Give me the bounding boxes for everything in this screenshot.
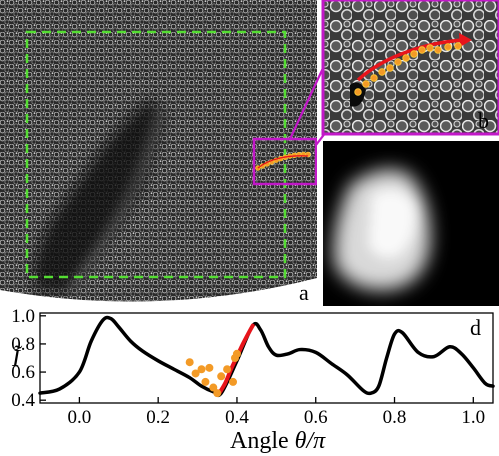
- velocity-arrow-head: [459, 33, 472, 47]
- scatter-point: [197, 365, 206, 374]
- intensity-curve-line: [38, 315, 495, 398]
- scatter-point: [209, 383, 218, 392]
- track-arrow: [257, 155, 309, 169]
- panel-c-label: c: [478, 280, 488, 305]
- track-dot: [454, 42, 462, 50]
- panel-a-label: a: [299, 280, 309, 305]
- panel-a: [0, 0, 317, 306]
- scatter-point: [232, 349, 241, 358]
- dark-crack-region: [33, 100, 166, 292]
- glow-core: [368, 189, 416, 259]
- x-axis-title: Angle θ/π: [230, 428, 326, 454]
- y-tick-label: 0.6: [11, 362, 35, 383]
- track-dot: [402, 54, 410, 62]
- plot-frame: [39, 312, 494, 404]
- panel-d-chart: 0.0 0.2 0.4 0.6 0.8 1.00.40.60.81.0 Ĩ Angle θ…: [11, 306, 495, 454]
- scatter-point: [217, 372, 226, 381]
- scatter-points: [185, 349, 241, 398]
- track-dot: [370, 74, 378, 82]
- track-dot: [378, 68, 386, 76]
- track-dot: [426, 44, 434, 52]
- scatter-point: [191, 369, 200, 378]
- connector-line-top: [289, 65, 325, 140]
- panel-b-frame: [321, 0, 499, 136]
- y-tick-label: 0.4: [11, 390, 35, 411]
- scatter-point: [223, 365, 232, 374]
- track-dot: [394, 58, 402, 66]
- track-dot: [386, 64, 394, 72]
- panel-c: [323, 141, 499, 306]
- tracked-bubble-path-a: [255, 151, 311, 171]
- inset-region-box: [252, 137, 317, 186]
- x-tick-label: 0.4: [225, 407, 249, 428]
- dashed-region-box: [25, 30, 287, 279]
- track-dot: [362, 80, 370, 88]
- x-axis-title-text: Angle: [230, 428, 295, 454]
- track-dot: [434, 46, 442, 54]
- tracked-bubble-path-b: [354, 42, 462, 96]
- scatter-point: [201, 377, 210, 386]
- y-tick-label: 1.0: [11, 306, 35, 327]
- panel-b-label: b: [478, 108, 489, 133]
- x-axis-title-symbol: θ/π: [295, 428, 326, 454]
- scatter-point: [205, 363, 214, 372]
- track-dot: [354, 88, 362, 96]
- chart-series: [38, 315, 495, 398]
- y-tick-label: 0.8: [11, 334, 35, 355]
- track-dot: [444, 43, 452, 51]
- scatter-point: [229, 377, 238, 386]
- x-tick-label: 0.8: [383, 407, 407, 428]
- panel-d-label: d: [470, 315, 481, 340]
- scatter-point: [185, 358, 194, 367]
- panel-b: [323, 0, 499, 134]
- panel-b-image: [323, 0, 499, 134]
- x-tick-label: 0.0: [68, 407, 92, 428]
- x-tick-label: 1.0: [461, 407, 485, 428]
- x-tick-label: 0.6: [304, 407, 328, 428]
- axis-ticks: 0.0 0.2 0.4 0.6 0.8 1.0 0.4 0.6 0.8 1.0: [11, 306, 485, 428]
- bright-edge: [67, 109, 163, 294]
- white-arc-bottom: [0, 278, 317, 306]
- velocity-arrow: [356, 38, 465, 82]
- track-dot: [410, 50, 418, 58]
- scatter-point: [213, 389, 222, 398]
- track-dot: [418, 46, 426, 54]
- x-tick-label: 0.2: [146, 407, 170, 428]
